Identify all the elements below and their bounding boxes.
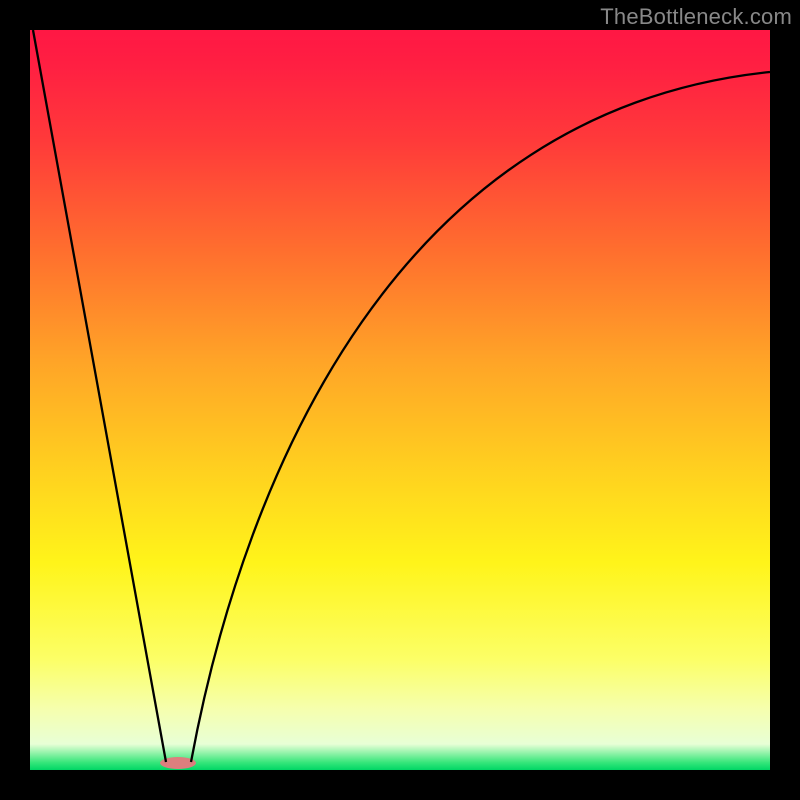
- plot-area: [30, 30, 770, 770]
- chart-svg: [0, 0, 800, 800]
- stage: TheBottleneck.com: [0, 0, 800, 800]
- attribution-text: TheBottleneck.com: [600, 4, 792, 30]
